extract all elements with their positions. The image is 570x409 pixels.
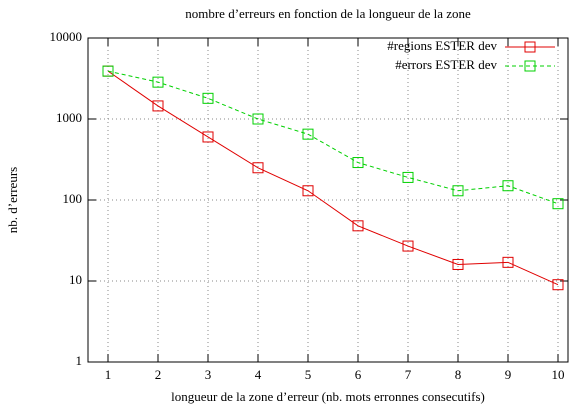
point-marker (552, 279, 564, 291)
point-marker (452, 258, 464, 270)
point-marker (302, 128, 314, 140)
point-marker (152, 100, 164, 112)
x-tick-label: 4 (255, 367, 262, 382)
y-tick-label: 100 (63, 191, 83, 206)
point-marker (252, 162, 264, 174)
plot-frame (87, 37, 569, 363)
point-marker (352, 157, 364, 169)
x-tick-label: 8 (455, 367, 462, 382)
legend-swatch (524, 60, 536, 72)
chart-title: nombre d’erreurs en fonction de la longu… (185, 6, 471, 21)
x-axis-label: longueur de la zone d’erreur (nb. mots e… (171, 389, 485, 404)
legend-swatch (524, 41, 536, 53)
point-marker (402, 240, 414, 252)
x-tick-label: 6 (355, 367, 362, 382)
point-marker (352, 220, 364, 232)
y-tick-label: 10000 (50, 29, 83, 44)
x-tick-label: 7 (405, 367, 412, 382)
point-marker (452, 185, 464, 197)
point-marker (252, 113, 264, 125)
point-marker (202, 131, 214, 143)
x-tick-label: 2 (155, 367, 162, 382)
point-marker (302, 185, 314, 197)
legend-label: #regions ESTER dev (387, 38, 497, 53)
y-tick-label: 10 (69, 272, 82, 287)
y-axis-label: nb. d’erreurs (5, 167, 20, 233)
y-tick-label: 1000 (56, 110, 82, 125)
y-tick-label: 1 (76, 353, 83, 368)
point-marker (102, 65, 114, 77)
point-marker (502, 180, 514, 192)
x-tick-label: 10 (552, 367, 565, 382)
point-marker (552, 198, 564, 210)
x-tick-label: 5 (305, 367, 312, 382)
x-tick-label: 1 (105, 367, 112, 382)
point-marker (152, 76, 164, 88)
series-line (107, 70, 559, 205)
x-tick-label: 9 (505, 367, 512, 382)
series-line (107, 70, 559, 286)
point-marker (202, 92, 214, 104)
point-marker (402, 171, 414, 183)
point-marker (502, 256, 514, 268)
x-tick-label: 3 (205, 367, 212, 382)
legend-label: #errors ESTER dev (395, 57, 497, 72)
